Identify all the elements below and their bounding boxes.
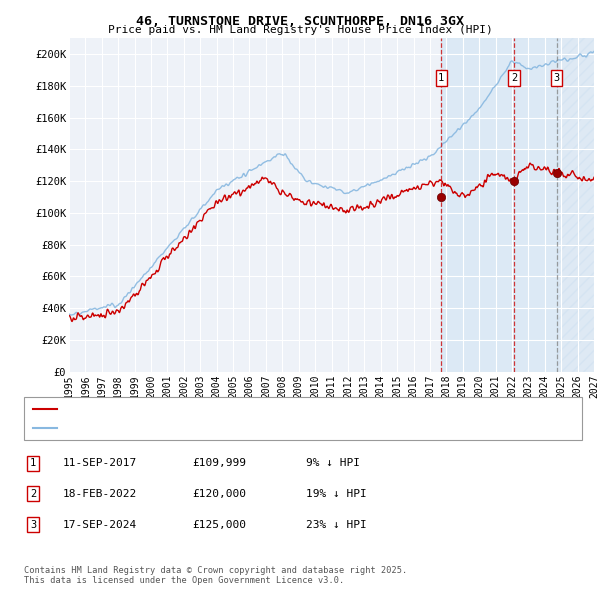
Text: 18-FEB-2022: 18-FEB-2022 xyxy=(63,489,137,499)
Text: 23% ↓ HPI: 23% ↓ HPI xyxy=(306,520,367,529)
Bar xyxy=(557,38,594,372)
Text: 2: 2 xyxy=(30,489,36,499)
Text: 3: 3 xyxy=(553,73,560,83)
Text: 17-SEP-2024: 17-SEP-2024 xyxy=(63,520,137,529)
Bar xyxy=(441,38,557,372)
Text: 19% ↓ HPI: 19% ↓ HPI xyxy=(306,489,367,499)
Text: Contains HM Land Registry data © Crown copyright and database right 2025.
This d: Contains HM Land Registry data © Crown c… xyxy=(24,566,407,585)
Text: 1: 1 xyxy=(30,458,36,468)
Text: 46, TURNSTONE DRIVE, SCUNTHORPE, DN16 3GX: 46, TURNSTONE DRIVE, SCUNTHORPE, DN16 3G… xyxy=(136,15,464,28)
Text: HPI: Average price, semi-detached house, North Lincolnshire: HPI: Average price, semi-detached house,… xyxy=(60,422,414,432)
Text: £109,999: £109,999 xyxy=(192,458,246,468)
Text: 9% ↓ HPI: 9% ↓ HPI xyxy=(306,458,360,468)
Text: £125,000: £125,000 xyxy=(192,520,246,529)
Text: 11-SEP-2017: 11-SEP-2017 xyxy=(63,458,137,468)
Text: 46, TURNSTONE DRIVE, SCUNTHORPE, DN16 3GX (semi-detached house): 46, TURNSTONE DRIVE, SCUNTHORPE, DN16 3G… xyxy=(60,404,438,414)
Text: 1: 1 xyxy=(438,73,445,83)
Text: 2: 2 xyxy=(511,73,517,83)
Text: 3: 3 xyxy=(30,520,36,529)
Text: Price paid vs. HM Land Registry's House Price Index (HPI): Price paid vs. HM Land Registry's House … xyxy=(107,25,493,35)
Text: £120,000: £120,000 xyxy=(192,489,246,499)
